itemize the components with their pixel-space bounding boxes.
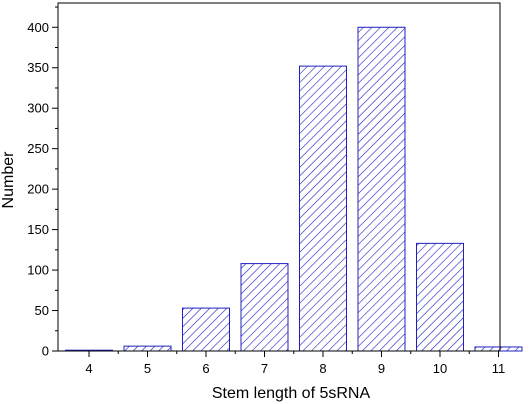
y-axis-title: Number	[0, 151, 17, 209]
bar-6	[182, 307, 230, 352]
bar-7	[240, 263, 289, 352]
y-tick-label: 250	[27, 141, 49, 156]
axes-group	[52, 2, 501, 357]
bar-9	[357, 26, 406, 352]
x-tick-label: 10	[433, 361, 447, 376]
y-tick-label: 200	[27, 182, 49, 197]
x-tick-label: 11	[492, 361, 506, 376]
bar-8	[299, 65, 347, 352]
labels-group: 0 50 100 150 200 250 300 350 400 4 5 6 7 8 9 10 11	[27, 20, 505, 376]
bar-10	[416, 242, 464, 352]
x-tick-label: 4	[85, 361, 92, 376]
y-tick-label: 350	[27, 60, 49, 75]
y-tick-label: 400	[27, 20, 49, 35]
x-tick-label: 7	[261, 361, 268, 376]
y-tick-label: 0	[42, 344, 49, 359]
bar-5	[123, 345, 172, 352]
y-tick-label: 100	[27, 263, 49, 278]
bar-11	[474, 346, 523, 352]
plot-frame	[57, 2, 501, 352]
y-tick-label: 50	[35, 303, 49, 318]
x-tick-label: 8	[319, 361, 326, 376]
x-tick-label: 9	[378, 361, 385, 376]
y-tick-label: 150	[27, 222, 49, 237]
bars-group	[65, 26, 523, 352]
x-tick-label: 6	[202, 361, 209, 376]
x-tick-label: 5	[144, 361, 151, 376]
x-axis-title: Stem length of 5sRNA	[212, 385, 371, 402]
y-tick-label: 300	[27, 101, 49, 116]
